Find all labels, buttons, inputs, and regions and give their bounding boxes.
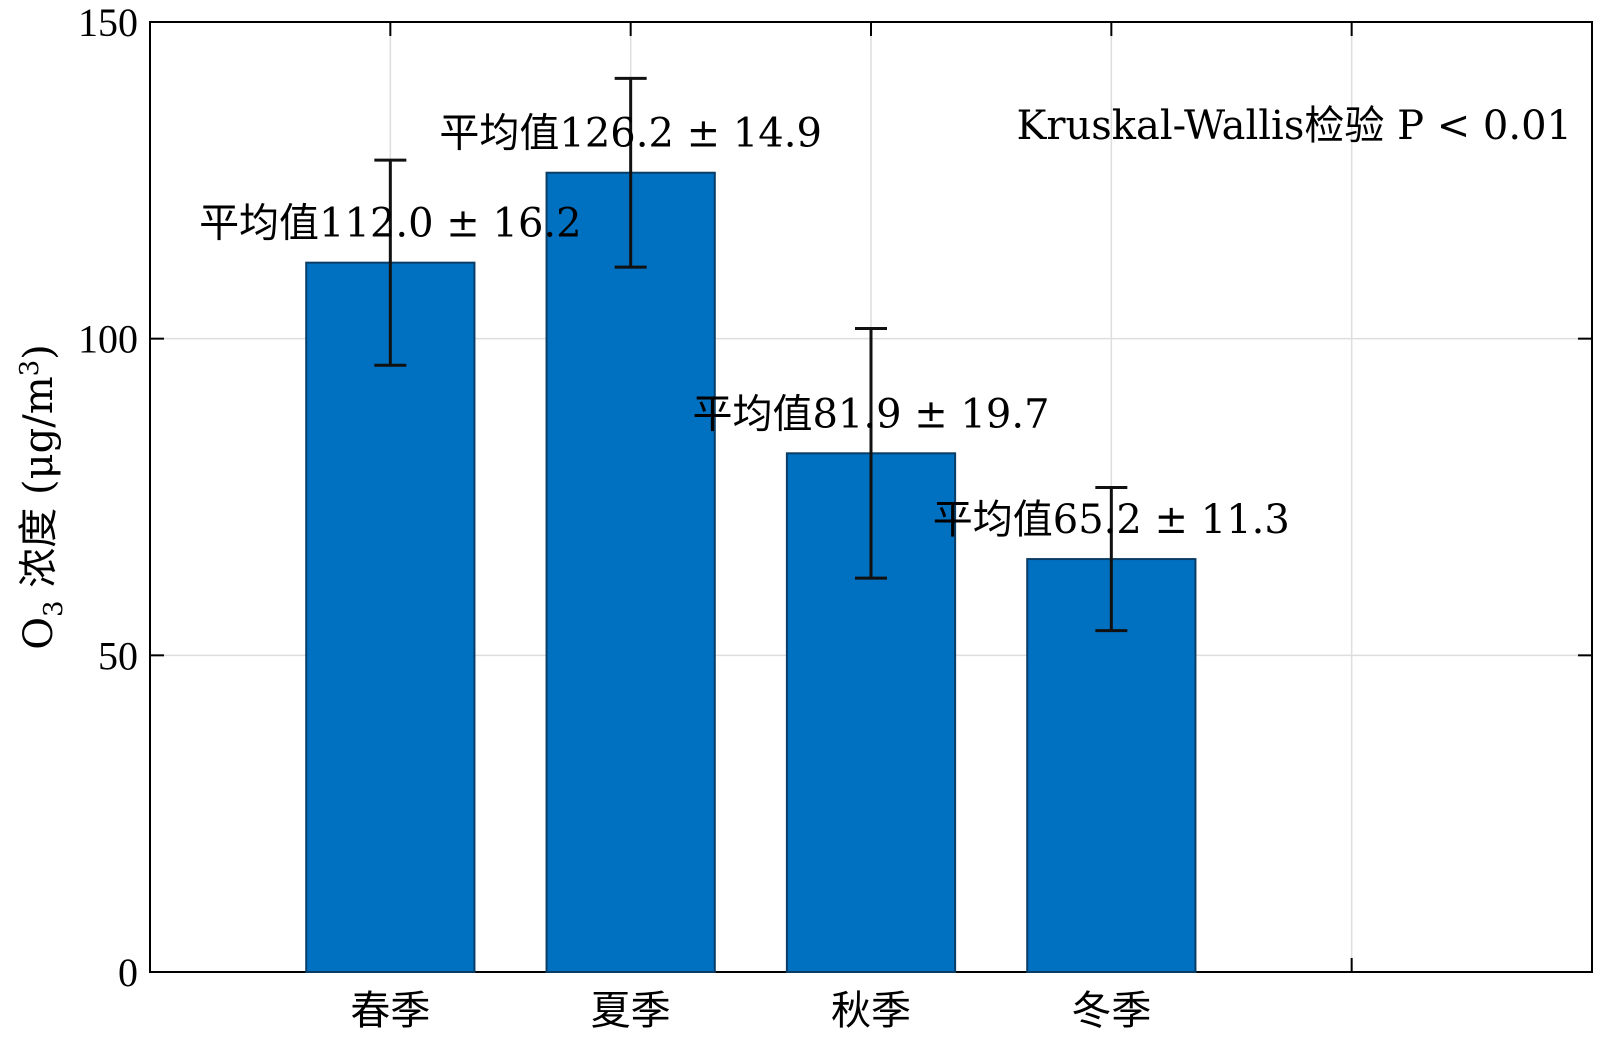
- x-tick-labels: 春季 夏季 秋季 冬季: [350, 988, 1151, 1034]
- x-tick-label-2: 夏季: [591, 988, 671, 1034]
- y-tick-labels: 0 50 100 150: [78, 0, 138, 995]
- y-tick-label: 50: [98, 633, 138, 678]
- y-axis-label-close: ): [16, 344, 62, 360]
- data-labels: 平均值112.0 ± 16.2 平均值126.2 ± 14.9 平均值81.9 ± …: [199, 111, 1290, 543]
- x-tick-label-4: 冬季: [1071, 988, 1151, 1034]
- x-tick-label-1: 春季: [350, 988, 430, 1034]
- bar-2: [545, 171, 716, 973]
- y-axis-label-rest: 浓度 (μg/m: [16, 376, 62, 600]
- y-axis-label: O3 浓度 (μg/m3): [15, 344, 69, 650]
- y-tick-label: 150: [78, 0, 138, 45]
- y-tick-label: 100: [78, 317, 138, 362]
- y-axis-label-sub: 3: [39, 600, 69, 617]
- error-bars: [374, 76, 1128, 633]
- y-tick-label: 0: [118, 950, 138, 995]
- y-axis-label-sup: 3: [15, 360, 45, 377]
- data-label-1: 平均值112.0 ± 16.2: [199, 201, 582, 247]
- data-label-4: 平均值65.2 ± 11.3: [933, 497, 1290, 543]
- bars: [305, 171, 1197, 973]
- bar-1: [305, 261, 476, 973]
- data-label-2: 平均值126.2 ± 14.9: [439, 111, 822, 157]
- x-tick-label-3: 秋季: [831, 988, 911, 1034]
- y-axis-label-main: O: [16, 617, 62, 650]
- data-label-3: 平均值81.9 ± 19.7: [692, 391, 1049, 437]
- test-annotation: Kruskal-Wallis检验 P < 0.01: [1016, 103, 1572, 149]
